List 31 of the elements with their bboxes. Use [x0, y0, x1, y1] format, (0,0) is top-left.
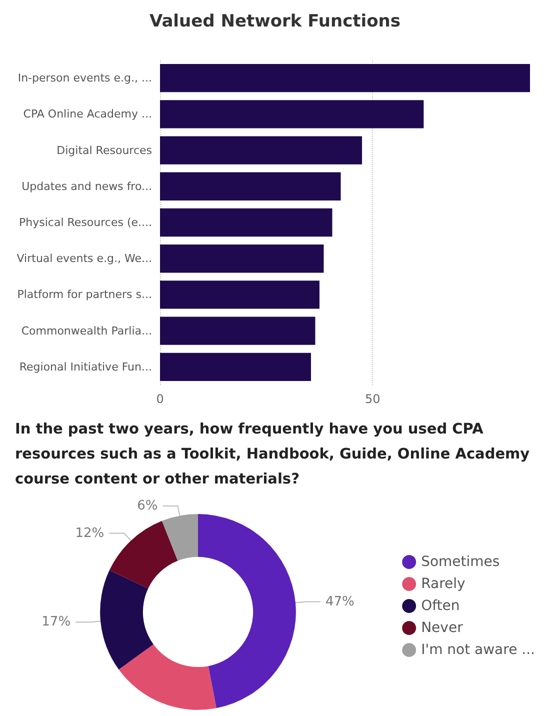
bar: [160, 352, 311, 382]
x-tick-label: 50: [365, 392, 380, 406]
bar: [160, 280, 320, 309]
bar: [160, 64, 530, 92]
legend-label: Often: [421, 598, 460, 614]
y-tick-label: Platform for partners s...: [17, 288, 152, 302]
y-tick-label: Digital Resources: [56, 144, 152, 157]
y-tick-label: Physical Resources (e....: [19, 216, 152, 229]
y-tick-label: In-person events e.g., ...: [18, 72, 152, 85]
data-label: 12%: [75, 526, 104, 541]
legend-label: Rarely: [421, 576, 466, 592]
y-tick-label: Virtual events e.g., We...: [16, 252, 152, 266]
bar: [160, 244, 324, 273]
legend-label: I'm not aware ...: [421, 642, 536, 658]
chart-title: Valued Network Functions: [149, 12, 401, 32]
chart-title: In the past two years, how frequently have you used CPA resources such as a Toolkit, Handbook, Guide, Online Academy course content or other materials?: [15, 422, 535, 488]
bar: [160, 100, 424, 128]
bar: [160, 208, 332, 237]
legend-label: Sometimes: [421, 554, 500, 570]
legend-label: Never: [421, 620, 464, 636]
data-label: 47%: [325, 594, 354, 610]
data-label: 17%: [42, 614, 71, 630]
y-tick-label: Regional Initiative Fun...: [19, 360, 152, 374]
data-label: 6%: [137, 498, 158, 514]
y-tick-label: CPA Online Academy ...: [23, 108, 152, 121]
x-tick-label: 0: [156, 392, 164, 406]
bar: [160, 316, 316, 345]
bar: [160, 172, 341, 200]
y-tick-label: Updates and news fro...: [22, 180, 152, 193]
y-tick-label: Commonwealth Parlia...: [21, 324, 152, 338]
bar: [160, 136, 362, 164]
